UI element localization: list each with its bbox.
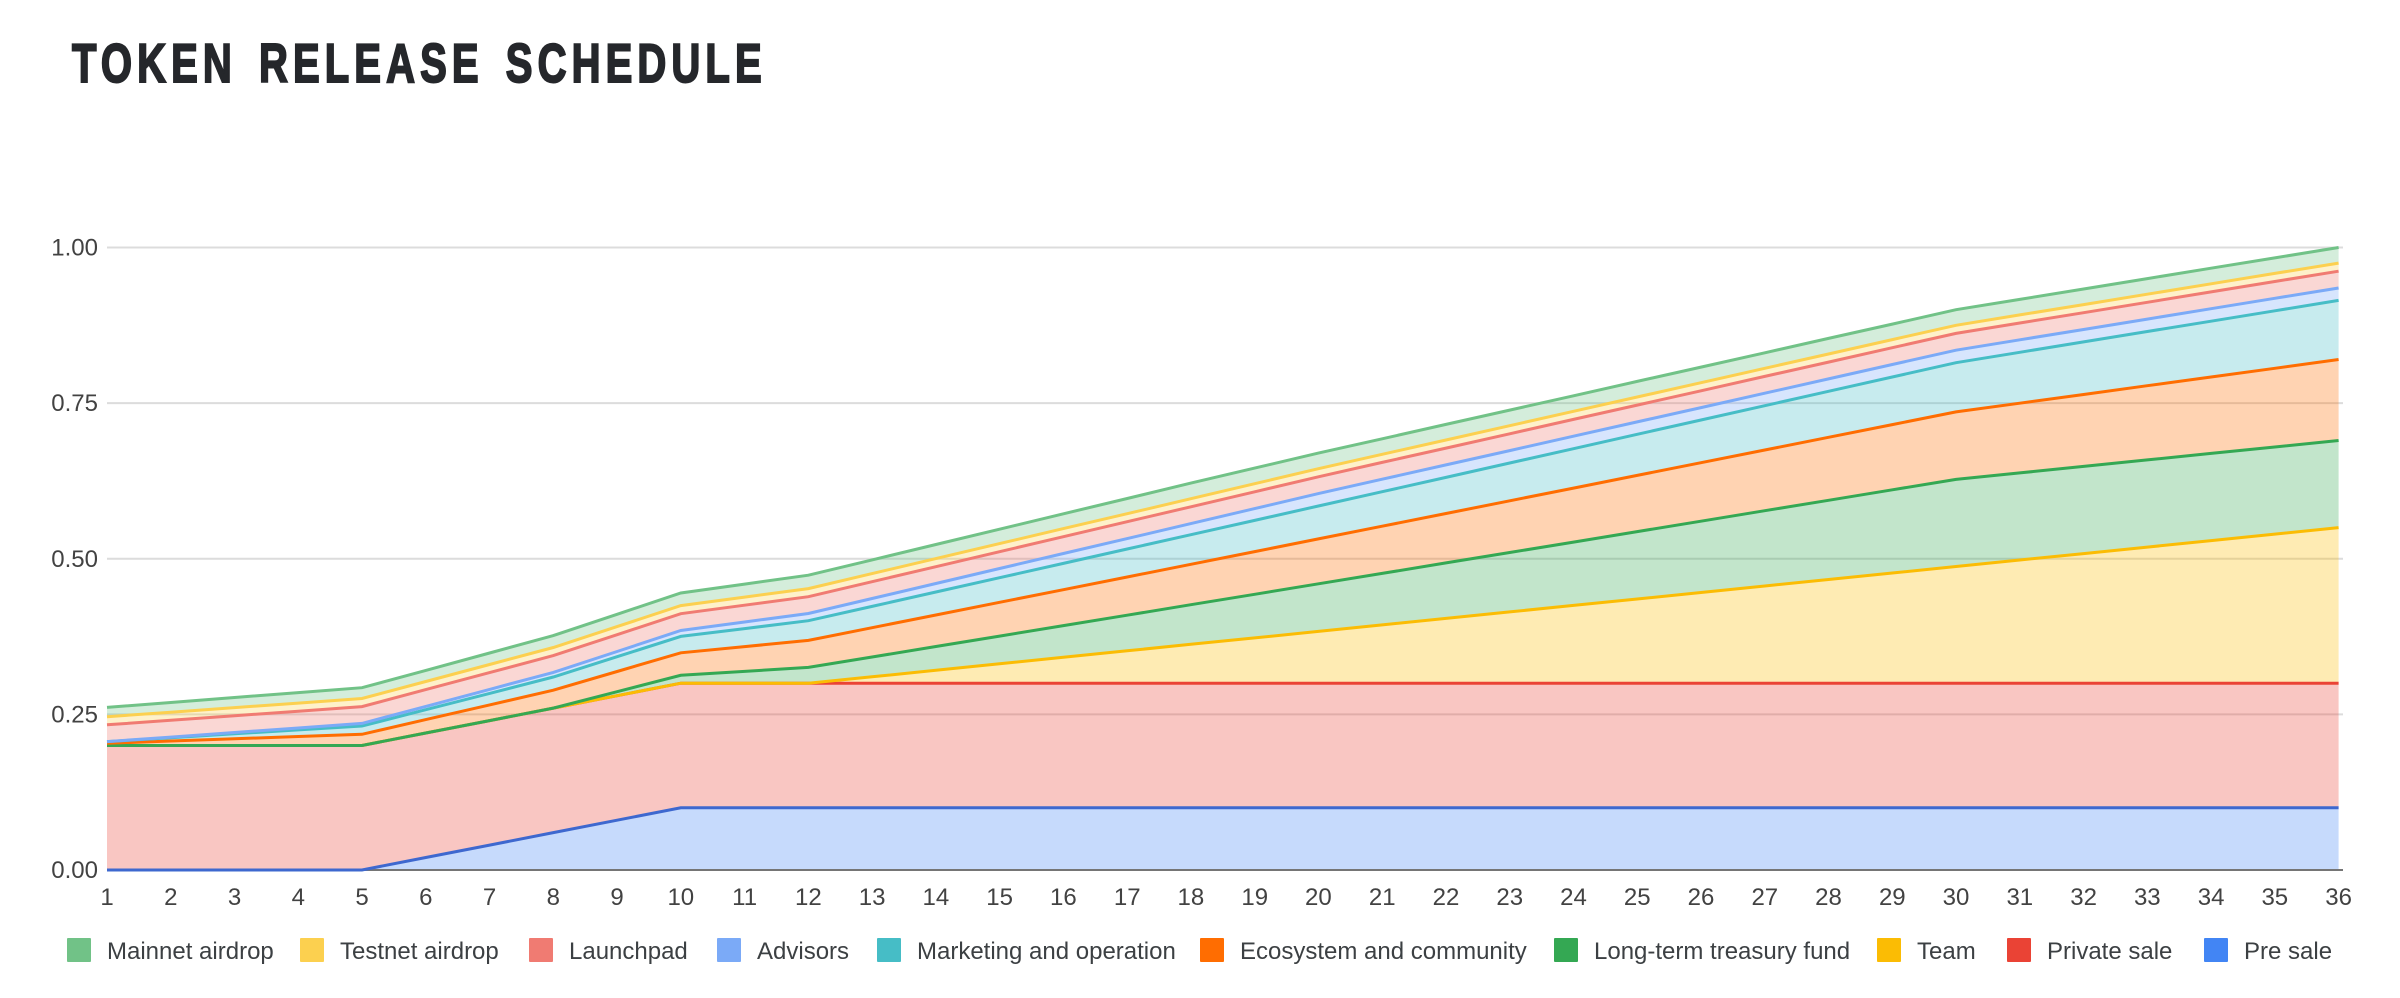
svg-text:34: 34 [2198, 884, 2225, 911]
svg-text:23: 23 [1496, 884, 1523, 911]
svg-text:3: 3 [228, 884, 241, 911]
svg-text:Marketing and operation: Marketing and operation [917, 938, 1176, 965]
svg-text:15: 15 [986, 884, 1013, 911]
svg-text:22: 22 [1433, 884, 1460, 911]
svg-text:2: 2 [164, 884, 177, 911]
svg-text:0.75: 0.75 [51, 390, 98, 417]
svg-text:18: 18 [1178, 884, 1205, 911]
svg-text:0.50: 0.50 [51, 546, 98, 573]
svg-text:Advisors: Advisors [757, 938, 849, 965]
svg-text:19: 19 [1241, 884, 1268, 911]
svg-text:Private sale: Private sale [2047, 938, 2172, 965]
svg-text:0.25: 0.25 [51, 701, 98, 728]
svg-text:27: 27 [1751, 884, 1778, 911]
svg-text:20: 20 [1305, 884, 1332, 911]
svg-text:29: 29 [1879, 884, 1906, 911]
svg-text:26: 26 [1688, 884, 1715, 911]
svg-text:4: 4 [292, 884, 305, 911]
svg-text:13: 13 [859, 884, 886, 911]
svg-text:33: 33 [2134, 884, 2161, 911]
svg-text:21: 21 [1369, 884, 1396, 911]
svg-text:10: 10 [667, 884, 694, 911]
svg-text:1.00: 1.00 [51, 235, 98, 262]
svg-text:5: 5 [355, 884, 368, 911]
svg-text:24: 24 [1560, 884, 1587, 911]
svg-text:1: 1 [100, 884, 113, 911]
svg-text:Testnet airdrop: Testnet airdrop [340, 938, 499, 965]
svg-text:9: 9 [610, 884, 623, 911]
svg-text:28: 28 [1815, 884, 1842, 911]
svg-text:Long-term treasury fund: Long-term treasury fund [1594, 938, 1850, 965]
svg-text:Mainnet airdrop: Mainnet airdrop [107, 938, 274, 965]
svg-text:16: 16 [1050, 884, 1077, 911]
svg-text:36: 36 [2325, 884, 2352, 911]
svg-text:11: 11 [732, 884, 757, 911]
svg-text:7: 7 [483, 884, 496, 911]
svg-text:Ecosystem and community: Ecosystem and community [1240, 938, 1527, 965]
svg-text:Pre sale: Pre sale [2244, 938, 2332, 965]
svg-text:8: 8 [547, 884, 560, 911]
svg-text:Team: Team [1917, 938, 1976, 965]
svg-text:35: 35 [2261, 884, 2288, 911]
svg-text:17: 17 [1114, 884, 1141, 911]
svg-text:25: 25 [1624, 884, 1651, 911]
svg-text:6: 6 [419, 884, 432, 911]
svg-text:0.00: 0.00 [51, 857, 98, 884]
svg-text:12: 12 [795, 884, 822, 911]
svg-text:30: 30 [1943, 884, 1970, 911]
svg-text:14: 14 [923, 884, 950, 911]
svg-text:Launchpad: Launchpad [569, 938, 688, 965]
svg-text:32: 32 [2070, 884, 2097, 911]
svg-text:31: 31 [2006, 884, 2033, 911]
